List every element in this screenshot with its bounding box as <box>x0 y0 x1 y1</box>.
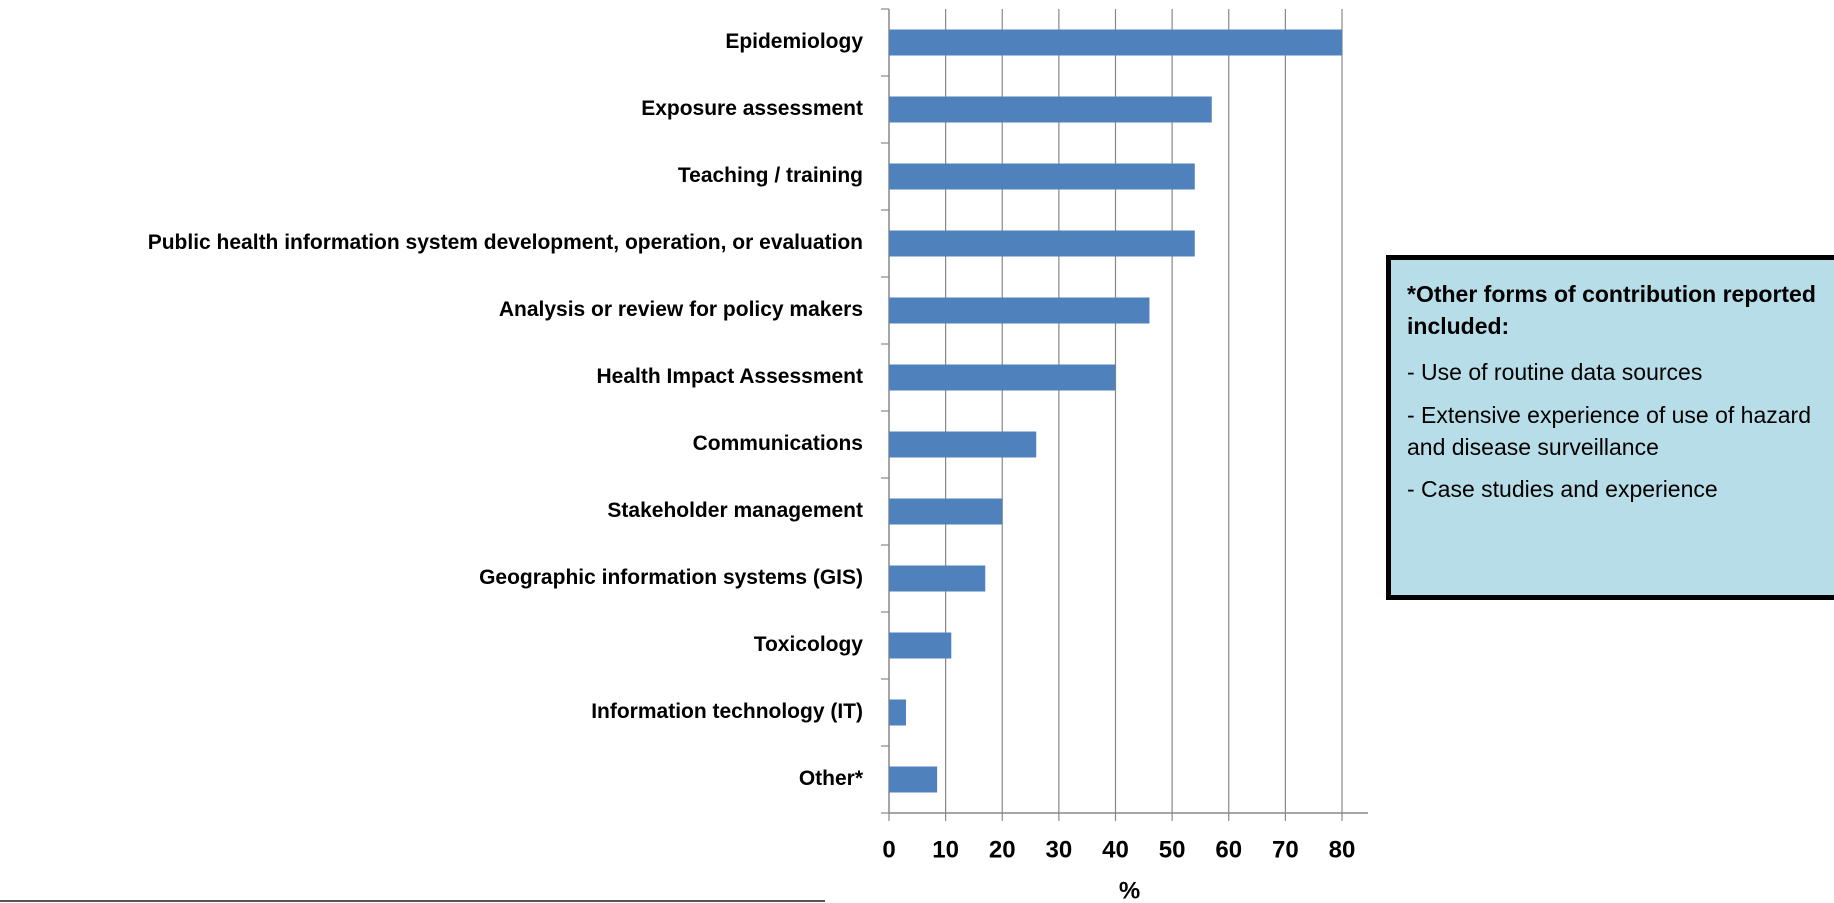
y-tick-label: Toxicology <box>754 633 864 656</box>
x-tick-label: 40 <box>1102 836 1129 863</box>
y-tick-label: Epidemiology <box>725 30 863 53</box>
y-tick-label: Health Impact Assessment <box>597 365 864 388</box>
note-item: - Case studies and experience <box>1407 475 1718 502</box>
x-tick-label: 70 <box>1272 836 1299 863</box>
x-axis-label: % <box>1119 877 1140 903</box>
bar <box>889 565 986 592</box>
bar <box>889 163 1195 190</box>
bar <box>889 766 938 793</box>
y-tick-label: Geographic information systems (GIS) <box>479 566 863 589</box>
x-tick-label: 50 <box>1159 836 1186 863</box>
bar <box>889 498 1003 525</box>
x-tick-label: 10 <box>932 836 959 863</box>
x-tick-label: 0 <box>882 836 895 863</box>
y-tick-label: Stakeholder management <box>607 499 863 522</box>
bar <box>889 431 1037 458</box>
bar <box>889 96 1212 123</box>
note-title: *Other forms of contribution reported in… <box>1407 281 1816 340</box>
y-tick-label: Teaching / training <box>678 164 863 187</box>
bar <box>889 297 1150 324</box>
x-tick-label: 30 <box>1046 836 1073 863</box>
x-tick-label: 20 <box>989 836 1016 863</box>
y-tick-label: Exposure assessment <box>641 97 863 120</box>
note-box: *Other forms of contribution reported in… <box>1386 255 1834 600</box>
note-item: - Extensive experience of use of hazard … <box>1407 401 1812 460</box>
bar <box>889 364 1116 391</box>
y-tick-label: Communications <box>693 432 863 455</box>
y-tick-label: Public health information system develop… <box>148 231 863 254</box>
y-tick-label: Other* <box>799 767 864 790</box>
y-tick-label: Information technology (IT) <box>591 700 863 723</box>
bar <box>889 29 1342 56</box>
note-item: - Use of routine data sources <box>1407 359 1703 386</box>
bar <box>889 699 906 726</box>
y-tick-label: Analysis or review for policy makers <box>499 298 863 321</box>
bar <box>889 632 952 659</box>
bar <box>889 230 1195 257</box>
x-tick-label: 80 <box>1329 836 1356 863</box>
x-tick-label: 60 <box>1215 836 1242 863</box>
